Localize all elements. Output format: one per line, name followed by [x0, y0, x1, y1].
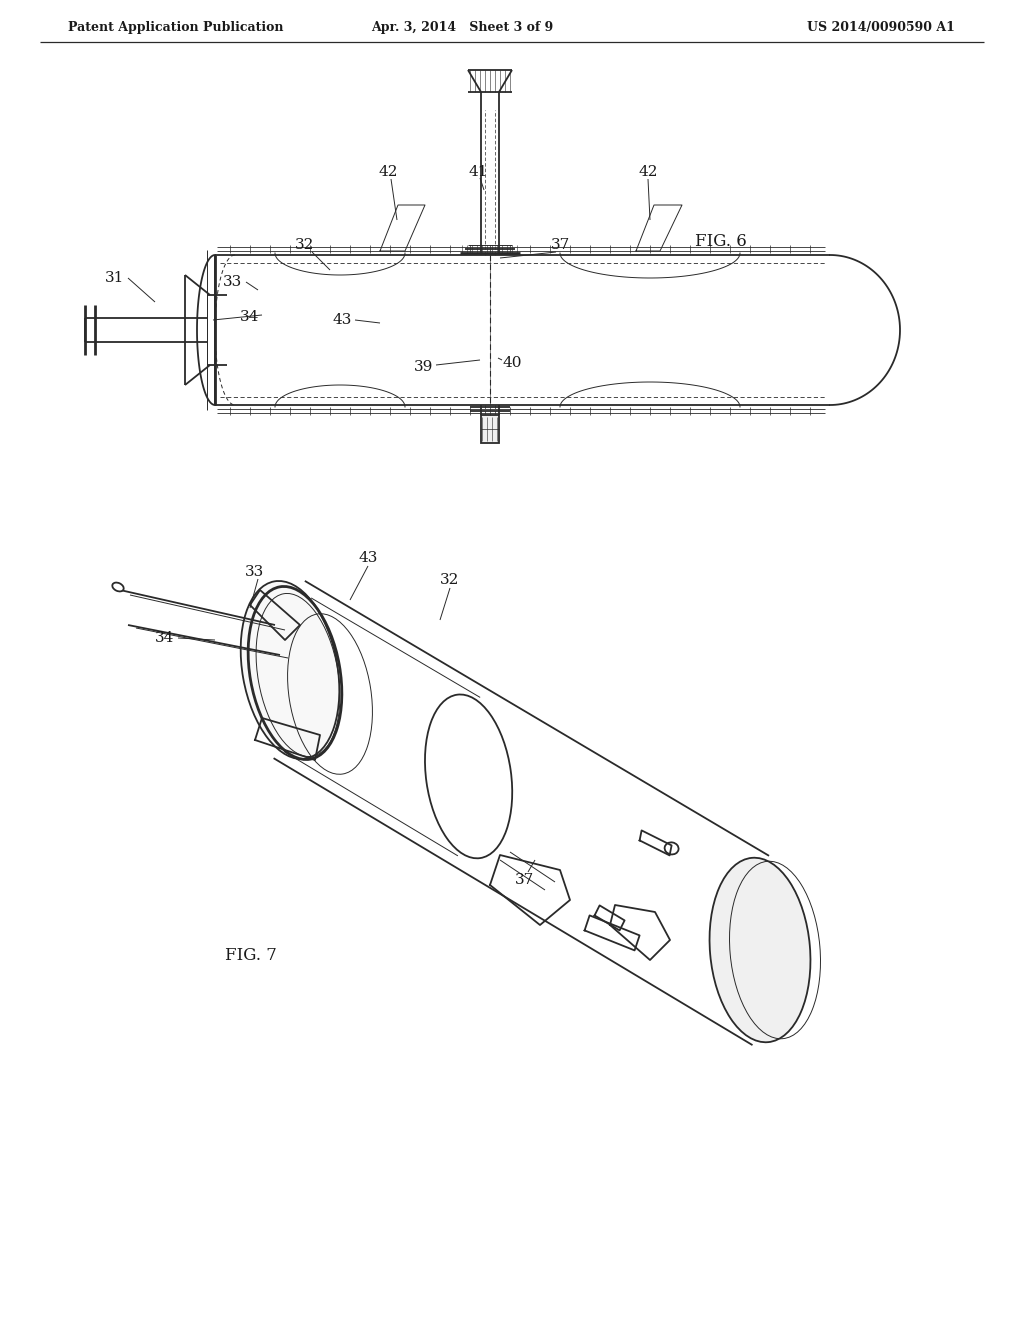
- Text: 32: 32: [295, 238, 314, 252]
- Text: 43: 43: [333, 313, 351, 327]
- Text: US 2014/0090590 A1: US 2014/0090590 A1: [807, 21, 955, 33]
- Text: 40: 40: [502, 356, 522, 370]
- Text: 41: 41: [468, 165, 487, 180]
- Text: Apr. 3, 2014   Sheet 3 of 9: Apr. 3, 2014 Sheet 3 of 9: [371, 21, 553, 33]
- Text: 39: 39: [415, 360, 434, 374]
- Text: 42: 42: [378, 165, 397, 180]
- Text: 37: 37: [515, 873, 535, 887]
- Text: 33: 33: [246, 565, 264, 579]
- Text: 34: 34: [156, 631, 175, 645]
- Text: 33: 33: [223, 275, 243, 289]
- Text: FIG. 6: FIG. 6: [695, 234, 746, 251]
- Ellipse shape: [113, 582, 124, 591]
- Text: 43: 43: [358, 550, 378, 565]
- Ellipse shape: [710, 858, 810, 1043]
- Text: 32: 32: [440, 573, 460, 587]
- Text: FIG. 7: FIG. 7: [225, 946, 276, 964]
- Text: 31: 31: [105, 271, 125, 285]
- Bar: [481, 414, 499, 444]
- Text: 37: 37: [550, 238, 569, 252]
- Ellipse shape: [241, 581, 339, 759]
- Text: 34: 34: [241, 310, 260, 323]
- Text: 42: 42: [638, 165, 657, 180]
- Text: Patent Application Publication: Patent Application Publication: [68, 21, 284, 33]
